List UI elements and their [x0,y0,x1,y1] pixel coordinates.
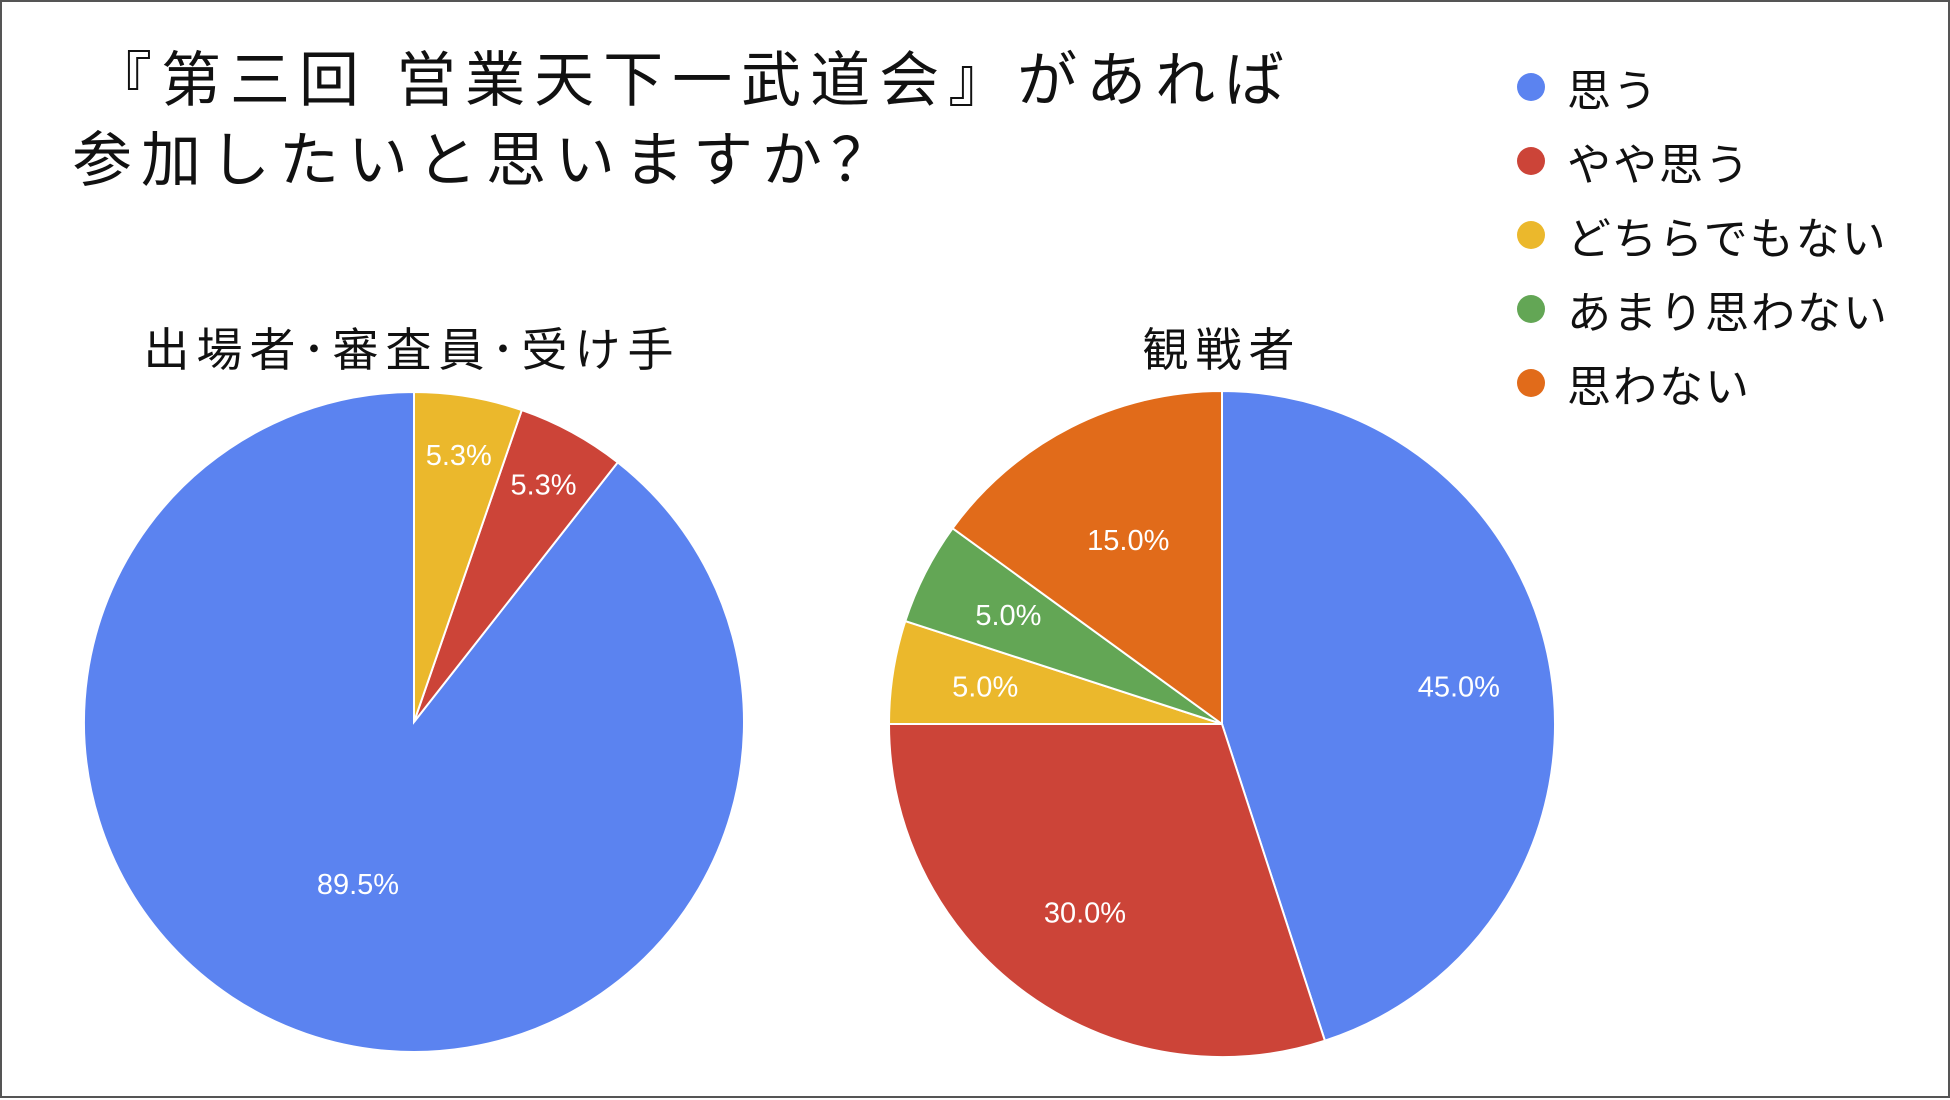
legend-swatch-yaya-omou [1517,147,1545,175]
pie-data-label: 5.3% [426,440,492,472]
chart-title-line-2: 参加したいと思いますか？ [72,126,900,196]
legend-item: 思う [1517,50,1889,124]
legend-item: あまり思わない [1517,272,1889,346]
pie-chart-spectators: 45.0% 30.0% 5.0% 5.0% 15.0% [887,389,1556,1058]
legend-swatch-omowanai [1517,369,1545,397]
legend-swatch-omou [1517,73,1545,101]
legend-swatch-amari-omowanai [1517,295,1545,323]
pie-slice [413,390,524,723]
pie-title-spectators: 観戦者 [1142,323,1302,377]
pie-slice [1221,389,1556,1042]
legend-item: どちらでもない [1517,198,1889,272]
pie-chart-participants: 89.5% 5.3% 5.3% [83,390,745,1053]
legend-item: やや思う [1517,124,1889,198]
legend-label: やや思う [1567,140,1751,191]
pie-slice [887,723,1327,1058]
pie-data-label: 30.0% [1044,898,1126,930]
pie-data-label: 45.0% [1418,671,1500,703]
pie-slice [951,389,1223,726]
legend: 思う やや思う どちらでもない あまり思わない 思わない [1517,50,1889,420]
pie-data-label: 5.0% [975,600,1041,632]
legend-item: 思わない [1517,346,1889,420]
pie-data-label: 5.0% [952,671,1018,703]
pie-title-participants: 出場者･審査員･受け手 [143,323,681,377]
legend-label: 思う [1567,66,1659,117]
legend-label: 思わない [1567,362,1751,413]
pie-data-label: 89.5% [317,869,399,901]
legend-label: あまり思わない [1567,288,1889,339]
pie-data-label: 5.3% [510,469,576,501]
pie-data-label: 15.0% [1087,525,1169,557]
legend-label: どちらでもない [1567,214,1888,265]
chart-title-line-1: 『第三回 営業天下一武道会』があれば [92,46,1294,116]
legend-swatch-dochira-demonai [1517,221,1545,249]
